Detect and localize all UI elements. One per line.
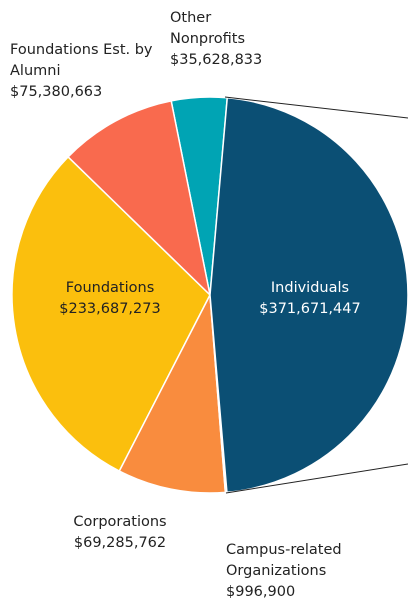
slice-label: Other Nonprofits $35,628,833 [170,8,290,71]
value-label: $35,628,833 [170,52,263,68]
value-label: $233,687,273 [59,301,161,317]
value-label: $69,285,762 [73,535,167,551]
category-label: Other Nonprofits [170,10,245,47]
slice-label: Foundations $233,687,273 [40,278,180,320]
category-label: Foundations [65,280,155,296]
category-label: Corporations [73,514,167,530]
chart [11,96,408,494]
pie-slice [11,155,211,473]
page: {"chart_data": {"type": "pie", "categori… [10,8,408,600]
value-label: $75,380,663 [10,84,103,100]
slice-label: Foundations Est. by Alumni $75,380,663 [10,40,170,103]
category-label: Campus-related Organizations [226,542,342,579]
slice-label: Corporations $69,285,762 [60,512,180,554]
leader-line [225,463,408,494]
leader-line [224,96,408,119]
category-label: Individuals [270,280,350,296]
value-label: $371,671,447 [259,301,361,317]
pie-slice [118,292,227,494]
category-label: Foundations Est. by Alumni [10,42,153,79]
pie-slice [66,99,212,298]
slice-label: Individuals $371,671,447 [240,278,380,320]
slice-label: Campus-related Organizations $996,900 [226,540,366,603]
value-label: $996,900 [226,584,296,600]
